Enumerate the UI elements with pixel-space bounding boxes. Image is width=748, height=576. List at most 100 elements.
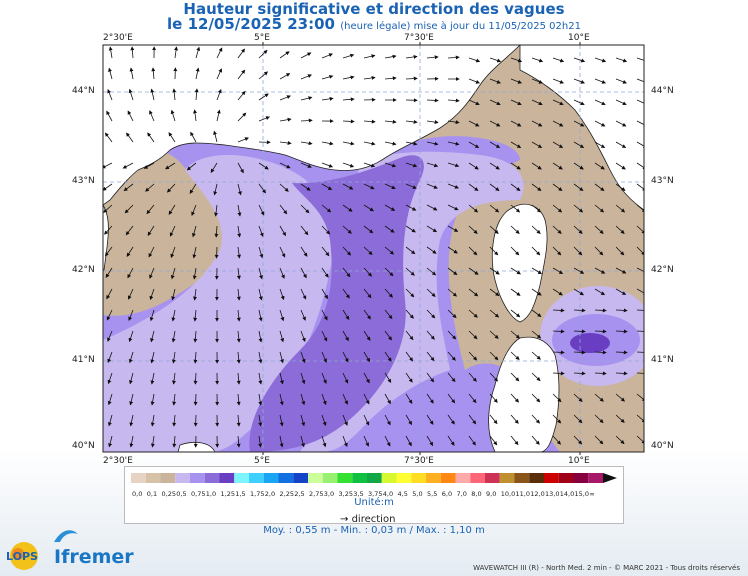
direction-arrow	[321, 204, 332, 213]
direction-arrow	[489, 246, 499, 256]
direction-arrow	[216, 68, 223, 80]
direction-arrow	[426, 120, 439, 125]
direction-arrow	[447, 351, 456, 361]
legend-swatch	[558, 473, 574, 483]
direction-arrow	[594, 162, 605, 170]
direction-arrow	[150, 330, 155, 343]
direction-arrow	[594, 99, 606, 106]
direction-arrow	[405, 183, 417, 189]
direction-arrow	[531, 288, 542, 296]
direction-arrow	[147, 225, 155, 236]
direction-arrow	[468, 435, 476, 446]
direction-arrow	[171, 330, 176, 343]
direction-arrow	[489, 141, 501, 148]
ifremer-logo: Ifremer	[54, 530, 134, 568]
direction-arrow	[236, 330, 241, 343]
direction-arrow	[342, 119, 355, 124]
legend-swatch	[352, 473, 367, 483]
direction-arrow	[573, 99, 585, 106]
direction-arrow	[171, 309, 176, 322]
direction-arrow	[213, 183, 218, 196]
direction-arrow	[321, 53, 333, 59]
legend-swatch	[381, 473, 397, 483]
direction-arrow	[165, 162, 176, 170]
legend-class-label: 2,25	[280, 490, 294, 498]
direction-arrow	[489, 57, 502, 63]
direction-arrow	[468, 99, 480, 106]
direction-arrow	[342, 225, 352, 234]
direction-arrow	[193, 351, 198, 364]
lon-label-bottom-2: 5°E	[254, 456, 270, 466]
direction-arrow	[552, 120, 564, 127]
direction-arrow	[468, 351, 478, 361]
direction-arrow	[531, 78, 543, 84]
legend-swatch	[426, 473, 441, 483]
direction-arrow	[594, 78, 606, 84]
direction-arrow	[489, 99, 501, 106]
direction-arrow	[468, 225, 478, 234]
direction-arrow	[426, 309, 436, 319]
direction-arrow	[237, 48, 245, 59]
legend-class-label: 3,0	[324, 490, 334, 498]
legend-class-label: 5,5	[427, 490, 437, 498]
direction-arrow	[279, 267, 285, 279]
direction-arrow	[342, 162, 355, 168]
direction-arrow	[552, 246, 562, 256]
direction-arrow	[405, 141, 418, 146]
direction-arrow	[384, 372, 392, 384]
direction-arrow	[258, 267, 263, 280]
direction-arrow	[236, 288, 241, 301]
direction-arrow	[636, 57, 644, 63]
direction-arrow	[170, 267, 176, 280]
direction-arrow	[172, 414, 177, 427]
land-sardinia	[488, 336, 560, 452]
direction-arrow	[279, 117, 292, 122]
direction-arrow	[510, 183, 521, 191]
direction-arrow	[426, 435, 434, 447]
direction-arrow	[573, 246, 583, 256]
legend-swatch	[249, 473, 264, 483]
direction-arrow	[447, 120, 460, 125]
direction-arrow	[342, 330, 349, 342]
direction-arrow	[279, 414, 284, 427]
direction-arrow	[214, 204, 219, 217]
direction-arrow	[636, 141, 644, 148]
direction-arrow	[468, 330, 478, 340]
direction-arrow-icon: →	[340, 514, 349, 525]
direction-arrow	[405, 351, 414, 362]
direction-arrow	[384, 119, 397, 124]
map-subtitle: le 12/05/2025 23:00 (heure légale) mise …	[0, 15, 748, 33]
direction-arrow	[468, 267, 479, 275]
direction-arrow	[573, 267, 585, 274]
direction-arrow	[300, 351, 306, 364]
direction-arrow	[150, 393, 155, 406]
direction-arrow	[300, 74, 312, 80]
wave-direction-arrows	[103, 46, 644, 448]
direction-arrow	[172, 393, 177, 406]
direction-arrow	[363, 119, 376, 124]
legend-class-label: 1,5	[235, 490, 245, 498]
direction-arrow	[194, 88, 199, 101]
direction-arrow	[573, 435, 583, 445]
direction-arrow	[151, 67, 156, 80]
direction-arrow	[300, 330, 306, 343]
direction-arrow	[615, 288, 627, 295]
direction-arrow	[510, 435, 519, 446]
direction-arrow	[300, 118, 313, 123]
direction-arrow	[636, 372, 644, 374]
direction-arrow	[447, 372, 456, 383]
direction-arrow	[405, 76, 418, 81]
lat-label-right-5: 40°N	[651, 441, 674, 451]
direction-arrow	[636, 162, 644, 170]
direction-arrow	[342, 53, 355, 59]
legend-class-label: 2,0	[265, 490, 275, 498]
direction-arrow	[108, 435, 113, 448]
direction-arrow	[510, 246, 520, 256]
direction-arrow	[129, 372, 134, 385]
direction-arrow	[594, 246, 604, 256]
direction-arrow	[363, 435, 369, 447]
legend-swatch	[396, 473, 412, 483]
direction-arrow	[363, 393, 370, 405]
direction-arrow	[321, 414, 327, 427]
direction-arrow	[510, 330, 520, 339]
